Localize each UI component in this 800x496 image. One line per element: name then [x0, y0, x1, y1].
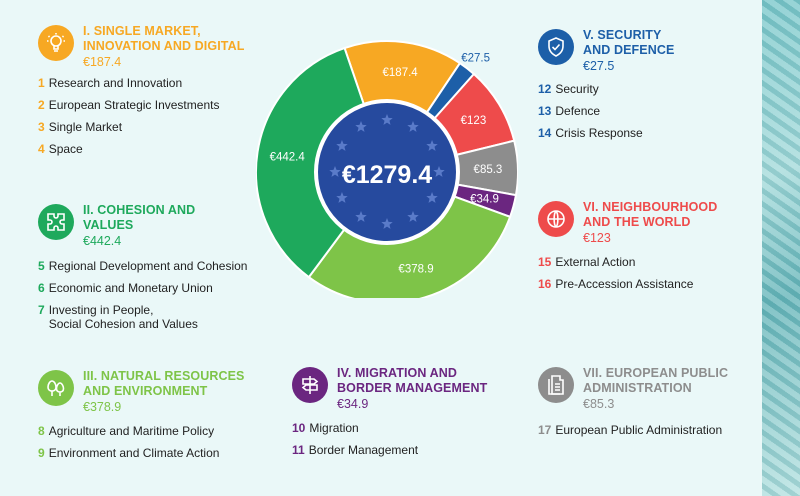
documents-icon	[538, 367, 574, 403]
star-3	[426, 140, 438, 151]
heading-amount: €187.4	[83, 55, 122, 69]
globe-icon	[538, 201, 574, 237]
list-item: 13 Defence	[538, 104, 601, 118]
shield-icon	[538, 29, 574, 65]
list-item: 2 European Strategic Investments	[38, 98, 220, 112]
eu-flag-center	[314, 99, 460, 245]
list-item: 5 Regional Development and Cohesion	[38, 259, 248, 273]
heading-title-line2: AND DEFENCE	[583, 43, 675, 57]
list-item: 8 Agriculture and Maritime Policy	[38, 424, 215, 438]
heading-cohesion: II. COHESION AND VALUES €442.4 5 Regional …	[38, 203, 268, 339]
star-4	[433, 166, 445, 177]
heading-title-line1: VII. EUROPEAN PUBLIC	[583, 366, 729, 380]
star-1	[381, 114, 393, 125]
slice-label-1: €187.4	[383, 67, 419, 79]
heading-title-line2: AND THE WORLD	[583, 215, 691, 229]
heading-amount: €85.3	[583, 397, 615, 411]
heading-amount: €34.9	[337, 397, 369, 411]
slice-label-6: €378.9	[398, 264, 433, 276]
heading-security: V. SECURITY AND DEFENCE €27.5 12 Security …	[538, 28, 758, 148]
eu-stars	[329, 114, 445, 229]
star-2	[407, 120, 419, 132]
heading-amount: €27.5	[583, 59, 615, 73]
heading-title-line2: BORDER MANAGEMENT	[337, 381, 488, 395]
star-6	[407, 211, 419, 222]
heading-single-market: I. SINGLE MARKET, INNOVATION AND DIGITAL …	[38, 24, 268, 164]
heading-administration: VII. EUROPEAN PUBLIC ADMINISTRATION €85.3…	[538, 366, 758, 445]
slice-label-2: €27.5	[461, 52, 490, 64]
slice-label-5: €34.9	[470, 193, 499, 205]
list-item: 12 Security	[538, 82, 599, 96]
star-7	[381, 218, 393, 229]
list-item: 10 Migration	[292, 421, 359, 435]
heading-title-line2: INNOVATION AND DIGITAL	[83, 39, 245, 53]
trees-icon	[38, 370, 74, 406]
slice-label-3: €123	[461, 115, 487, 127]
heading-title-line1: III. NATURAL RESOURCES	[83, 369, 245, 383]
heading-neighbourhood: VI. NEIGHBOURHOOD AND THE WORLD €123 15 Ex…	[538, 200, 758, 299]
list-item: 14 Crisis Response	[538, 126, 643, 140]
star-9	[336, 192, 348, 203]
list-item: 9 Environment and Climate Action	[38, 446, 220, 460]
lightbulb-icon	[38, 25, 74, 61]
heading-amount: €442.4	[83, 234, 122, 248]
heading-title-line2: VALUES	[83, 218, 134, 232]
list-item: 4 Space	[38, 142, 83, 156]
list-item: 7 Investing in People, Social Cohesion and…	[38, 303, 198, 331]
heading-amount: €378.9	[83, 400, 122, 414]
heading-title-line1: I. SINGLE MARKET,	[83, 24, 201, 38]
star-10	[329, 166, 341, 177]
list-item: 3 Single Market	[38, 120, 123, 134]
puzzle-icon	[38, 204, 74, 240]
slice-label-4: €85.3	[474, 164, 503, 176]
star-11	[336, 140, 348, 151]
star-5	[426, 192, 438, 203]
total-label: €1279.4	[342, 161, 432, 189]
budget-donut-chart: €1279.4 €187.4 €27.5 €123 €85.3 €34.9 €378.9 €…	[256, 40, 518, 298]
list-item: 17 European Public Administration	[538, 423, 723, 437]
heading-title-line1: II. COHESION AND	[83, 203, 196, 217]
list-item: 11 Border Management	[292, 443, 419, 457]
heading-title-line2: ADMINISTRATION	[583, 381, 692, 395]
heading-title-line1: IV. MIGRATION AND	[337, 366, 457, 380]
heading-natural-resources: III. NATURAL RESOURCES AND ENVIRONMENT €3…	[38, 369, 268, 468]
heading-title-line1: V. SECURITY	[583, 28, 662, 42]
decorative-background-strip	[762, 0, 800, 496]
heading-title-line1: VI. NEIGHBOURHOOD	[583, 200, 718, 214]
heading-amount: €123	[583, 231, 611, 245]
list-item: 15 External Action	[538, 255, 636, 269]
heading-migration: IV. MIGRATION AND BORDER MANAGEMENT €34.9…	[292, 366, 512, 465]
list-item: 1 Research and Innovation	[38, 76, 183, 90]
list-item: 16 Pre-Accession Assistance	[538, 277, 694, 291]
slice-label-7: €442.4	[270, 151, 306, 163]
signpost-icon	[292, 367, 328, 403]
star-12	[355, 120, 367, 132]
star-8	[355, 211, 367, 222]
heading-title-line2: AND ENVIRONMENT	[83, 384, 208, 398]
list-item: 6 Economic and Monetary Union	[38, 281, 213, 295]
